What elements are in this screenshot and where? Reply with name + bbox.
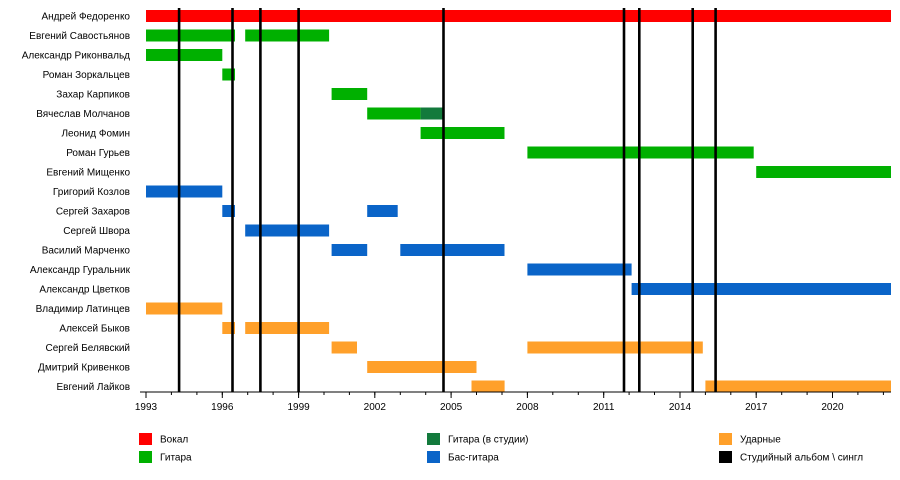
legend-swatch-drums [719, 433, 732, 445]
album-lines [177, 8, 717, 392]
member-bar-guitar [331, 88, 368, 100]
legend-label-guitar: Гитара [160, 453, 192, 464]
member-bar-guitar [146, 29, 235, 42]
member-bar-drums [705, 380, 891, 393]
member-bar-drums [146, 302, 223, 315]
legend-label-album: Студийный альбом \ сингл [740, 452, 863, 464]
member-bar-guitar [367, 107, 421, 120]
member-name-label: Леонид Фомин [61, 129, 130, 140]
x-tick-label: 1993 [135, 402, 158, 413]
legend-swatch-album [719, 451, 732, 463]
member-bars [146, 10, 891, 393]
member-name-label: Василий Марченко [42, 246, 131, 257]
member-bar-bass [400, 244, 505, 256]
member-bar-drums [471, 380, 505, 393]
legend-label-drums: Ударные [740, 435, 781, 446]
member-name-label: Евгений Лайков [56, 382, 130, 393]
member-name-label: Сергей Белявский [46, 343, 131, 354]
legend-swatch-bass [427, 451, 440, 463]
member-bar-drums [527, 341, 703, 354]
x-tick-label: 2017 [745, 402, 768, 413]
legend: Вокал Гитара Гитара (в студии) Бас-гитара Уд… [139, 433, 863, 464]
x-axis: 1993 1996 1999 2002 2005 2008 2011 2014 2017 2020 [135, 391, 891, 413]
member-bar-drums [367, 361, 477, 373]
legend-label-vocal: Вокал [160, 435, 188, 446]
member-name-label: Александр Гуральник [30, 265, 131, 276]
member-name-label: Александр Цветков [39, 285, 130, 296]
member-bar-bass [245, 224, 330, 237]
member-name-label: Владимир Латинцев [36, 304, 130, 315]
member-name-label: Роман Гурьев [66, 148, 130, 159]
member-bar-bass [331, 244, 368, 256]
member-bar-bass [367, 205, 398, 217]
member-name-label: Роман Зоркальцев [43, 70, 130, 81]
member-name-label: Александр Риконвальд [22, 51, 130, 62]
legend-swatch-guitar-studio [427, 433, 440, 445]
member-name-label: Вячеслав Молчанов [36, 109, 130, 120]
member-name-label: Евгений Савостьянов [29, 31, 130, 42]
member-bar-guitar [420, 127, 505, 139]
member-bar-bass [631, 283, 891, 295]
member-bar-bass [527, 263, 632, 276]
x-tick-label: 2008 [516, 402, 539, 413]
x-tick-label: 2011 [593, 402, 615, 413]
member-name-label: Григорий Козлов [53, 187, 130, 198]
member-name-label: Дмитрий Кривенков [38, 363, 130, 374]
x-tick-label: 2002 [364, 402, 387, 413]
x-tick-label: 2005 [440, 402, 463, 413]
x-tick-label: 1999 [287, 402, 310, 413]
member-bar-guitar [756, 166, 891, 178]
x-tick-label: 1996 [211, 402, 234, 413]
member-name-label: Евгений Мищенко [46, 168, 130, 179]
x-tick-label: 2014 [669, 402, 692, 413]
member-name-label: Алексей Быков [59, 324, 130, 335]
member-bar-drums [245, 322, 330, 334]
member-bar-guitar-studio [420, 107, 444, 120]
member-bar-guitar [245, 29, 330, 42]
member-bar-guitar [146, 49, 223, 61]
x-tick-label: 2020 [821, 402, 844, 413]
legend-swatch-guitar [139, 451, 152, 463]
member-bar-vocal [146, 10, 891, 22]
legend-label-bass: Бас-гитара [448, 453, 499, 464]
member-name-label: Андрей Федоренко [41, 12, 130, 23]
member-name-label: Сергей Захаров [56, 207, 130, 218]
member-name-label: Захар Карпиков [56, 90, 130, 101]
legend-label-guitar-studio: Гитара (в студии) [448, 435, 529, 446]
member-bar-drums [331, 341, 357, 354]
legend-swatch-vocal [139, 433, 152, 445]
member-names: Андрей Федоренко Евгений Савостьянов Алекс… [22, 12, 131, 394]
member-bar-bass [146, 185, 223, 198]
member-name-label: Сергей Швора [63, 226, 130, 237]
